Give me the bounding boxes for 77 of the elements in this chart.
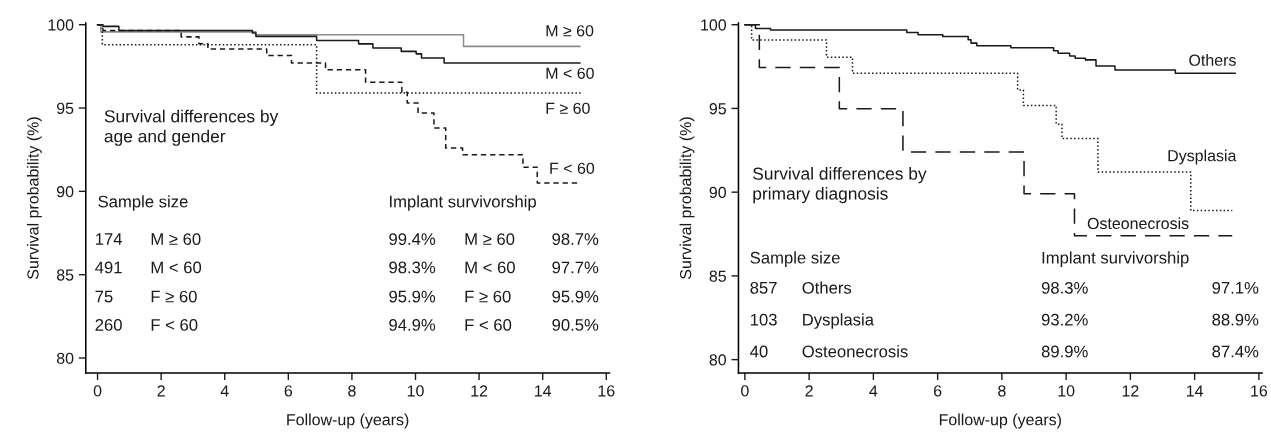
x-tick-label: 0 [93,385,102,397]
annotation: M < 60 [465,261,515,274]
annotation: 87.4% [1212,345,1259,358]
annotation: 95.9% [552,290,599,303]
annotation: F ≥ 60 [465,290,511,303]
annotation: 93.2% [1041,313,1088,326]
x-tick-label: 8 [348,385,356,397]
y-tick-label: 80 [709,354,727,366]
x-tick-label: 8 [998,385,1006,397]
annotation: Others [802,281,852,294]
x-tick-label: 10 [407,385,424,397]
x-tick-label: 14 [1186,385,1204,397]
series-label: M ≥ 60 [546,25,594,37]
y-tick-label: 100 [701,19,727,31]
series-label: M < 60 [546,67,594,79]
annotation: M ≥ 60 [151,233,201,245]
annotation: 97.1% [1212,281,1259,294]
annotation: 174 [95,233,123,245]
x-tick-label: 16 [598,385,615,397]
x-tick-label: 10 [1058,385,1075,397]
annotation: 103 [750,313,777,326]
series-label: Dysplasia [1168,149,1237,165]
annotation: Implant survivorship [1042,251,1189,267]
y-axis-title: Survival probability (%) [679,117,695,279]
x-tick-label: 6 [934,385,942,397]
x-tick-label: 12 [1122,385,1139,397]
annotation: Sample size [750,251,840,267]
annotation: 40 [750,345,768,358]
annotation: 97.7% [552,261,599,274]
annotation: 857 [750,281,777,294]
annotation: 260 [95,319,122,331]
annotation: 98.3% [389,261,436,274]
annotation: F ≥ 60 [151,290,197,303]
annotation: 90.5% [552,319,599,331]
y-tick-label: 85 [709,270,726,282]
annotation: 98.7% [552,233,599,245]
y-axis-title: Survival probability (%) [26,117,42,279]
y-tick-label: 100 [48,19,74,31]
annotation: Sample size [98,195,188,211]
x-tick-label: 14 [535,385,552,397]
annotation: 491 [95,261,122,274]
x-tick-label: 2 [157,385,165,397]
y-tick-label: 80 [56,352,74,364]
annotation: 94.9% [389,319,436,331]
x-axis-title: Follow-up (years) [287,413,409,429]
annotation: Dysplasia [803,313,874,329]
annotation: 89.9% [1041,345,1088,358]
annotation: 95.9% [389,290,436,303]
series-label: Others [1189,54,1236,66]
x-tick-label: 4 [869,385,878,397]
y-tick-label: 90 [709,186,727,199]
annotation: 75 [95,290,113,303]
x-axis-title: Follow-up (years) [939,413,1061,429]
x-tick-label: 6 [284,385,293,397]
text: Survival differences by primary diagnosis [753,167,927,204]
x-tick-label: 0 [741,385,749,397]
annotation: Osteonecrosis [802,345,908,358]
annotation: 98.3% [1041,281,1088,294]
annotation: 99.4% [389,233,436,245]
x-tick-label: 12 [471,385,488,397]
x-tick-label: 4 [220,385,229,397]
annotation: Implant survivorship [390,195,536,211]
x-tick-label: 16 [1251,385,1268,397]
y-tick-label: 85 [56,269,74,281]
y-tick-label: 90 [56,185,74,198]
y-tick-label: 95 [56,102,74,114]
series-label: Osteonecrosis [1087,217,1189,230]
annotation: F < 60 [151,319,198,331]
series-label: F ≥ 60 [546,102,590,114]
annotation: 88.9% [1212,313,1259,326]
annotation: F < 60 [465,319,512,331]
annotation: M ≥ 60 [465,233,515,245]
text: Survival differences by age and gender [104,109,279,146]
x-tick-label: 2 [805,385,813,397]
annotation: M < 60 [151,261,202,274]
y-tick-label: 95 [709,103,726,115]
series-label: F < 60 [550,162,595,174]
